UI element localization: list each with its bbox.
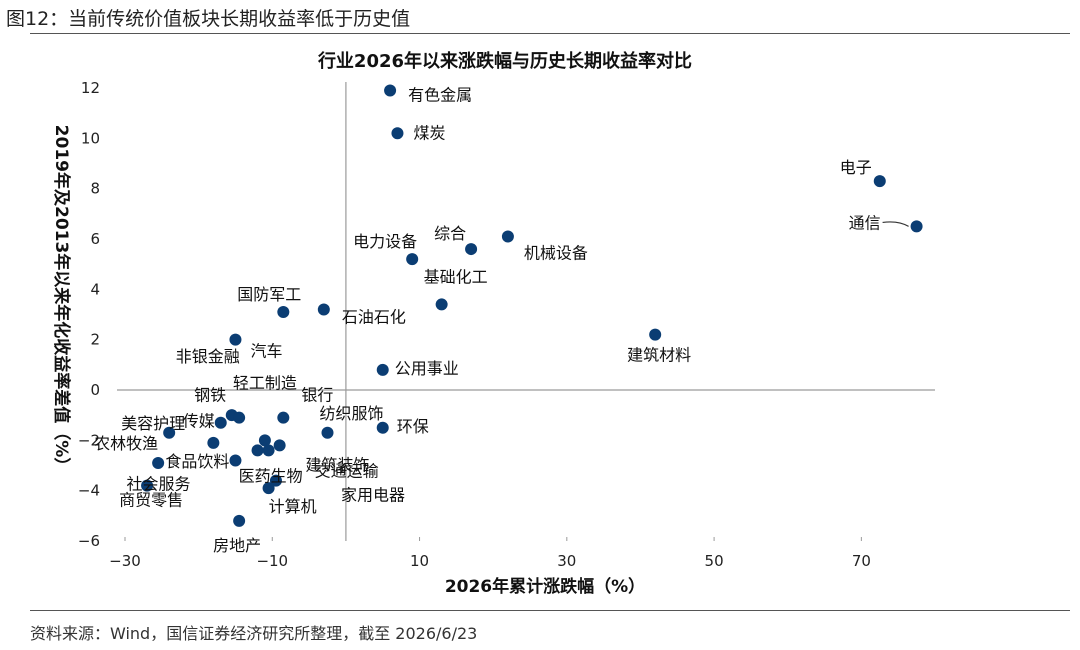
point-label: 综合 xyxy=(434,224,466,243)
point-label: 纺织服饰 xyxy=(320,404,384,423)
y-tick-label: 10 xyxy=(81,129,100,147)
point-label: 公用事业 xyxy=(395,359,459,378)
point-label: 非银金融 xyxy=(176,347,240,366)
point-银行 xyxy=(277,411,290,424)
point-环保 xyxy=(376,421,389,434)
point-label: 机械设备 xyxy=(524,243,588,262)
y-tick-label: 4 xyxy=(90,280,100,298)
axes-layer: −30 −10 10 30 50 70 −6 −4 −2 0 2 4 6 8 10 12 xyxy=(78,79,935,570)
y-tick-label: 6 xyxy=(90,230,100,248)
point-label: 有色金属 xyxy=(408,86,472,105)
x-axis-title: 2026年累计涨跌幅（%） xyxy=(445,576,645,597)
x-tick-label: −10 xyxy=(256,552,288,570)
point-label: 食品饮料 xyxy=(165,452,229,471)
source-note: 资料来源：Wind，国信证券经济研究所整理，截至 2026/6/23 xyxy=(30,624,478,643)
point-钢铁 xyxy=(233,411,246,424)
point-label: 传媒 xyxy=(183,412,215,431)
point-label: 交通运输 xyxy=(315,461,379,480)
point-美容护理 xyxy=(163,426,176,439)
y-tick-label: 2 xyxy=(90,331,100,349)
point-label: 建筑材料 xyxy=(627,346,691,365)
point-label: 医药生物 xyxy=(239,466,303,485)
point-交通运输 xyxy=(273,439,286,452)
point-国防军工 xyxy=(277,305,290,318)
y-tick-label: 0 xyxy=(90,381,100,399)
point-label: 环保 xyxy=(397,417,429,436)
bottom-rule xyxy=(30,610,1070,611)
point-医药生物 xyxy=(262,444,275,457)
point-label: 家用电器 xyxy=(341,486,405,505)
point-label: 通信 xyxy=(849,213,881,232)
points-layer xyxy=(141,84,923,527)
point-有色金属 xyxy=(384,84,397,97)
point-公用事业 xyxy=(376,363,389,376)
top-rule xyxy=(30,33,1070,34)
figure-caption: 图12：当前传统价值板块长期收益率低于历史值 xyxy=(6,8,411,30)
point-社会服务 xyxy=(229,454,242,467)
point-label: 汽车 xyxy=(250,342,282,361)
point-计算机 xyxy=(262,482,275,495)
y-tick-label: 12 xyxy=(81,79,100,97)
point-label: 煤炭 xyxy=(413,123,445,142)
point-label: 房地产 xyxy=(213,536,261,555)
point-电子 xyxy=(873,175,886,188)
point-label: 银行 xyxy=(301,386,333,405)
x-tick-label: 30 xyxy=(557,552,576,570)
x-tick-label: −30 xyxy=(109,552,141,570)
point-通信 xyxy=(910,220,923,233)
chart-title: 行业2026年以来涨跌幅与历史长期收益率对比 xyxy=(317,50,692,72)
point-家用电器 xyxy=(269,474,282,487)
point-汽车 xyxy=(229,333,242,346)
point-label: 社会服务 xyxy=(126,474,190,493)
point-机械设备 xyxy=(501,230,514,243)
point-煤炭 xyxy=(391,127,404,140)
point-label: 国防军工 xyxy=(237,285,301,304)
point-纺织服饰 xyxy=(321,426,334,439)
point-label: 美容护理 xyxy=(121,414,185,433)
point-label: 石油石化 xyxy=(342,307,406,326)
point-label: 电力设备 xyxy=(353,232,417,251)
point-建筑装饰 xyxy=(251,444,264,457)
y-tick-label: −2 xyxy=(78,431,100,449)
point-label: 钢铁 xyxy=(194,386,226,405)
y-tick-label: −4 xyxy=(78,482,100,500)
point-传媒 xyxy=(214,416,227,429)
point-食品饮料 xyxy=(207,436,220,449)
point-房地产 xyxy=(233,514,246,527)
point-label: 建筑装饰 xyxy=(306,455,370,474)
point-label: 计算机 xyxy=(269,497,317,516)
point-label: 商贸零售 xyxy=(119,491,183,510)
y-tick-label: 8 xyxy=(90,180,100,198)
x-tick-label: 50 xyxy=(705,552,724,570)
y-axis-title: 2019年及2013年以来年化收益率差值（%） xyxy=(51,125,72,475)
point-商贸零售 xyxy=(141,479,154,492)
point-label: 轻工制造 xyxy=(233,373,297,392)
y-tick-label: −6 xyxy=(78,532,100,550)
point-label: 农林牧渔 xyxy=(94,434,158,453)
leader-line xyxy=(882,221,909,227)
point-农林牧渔 xyxy=(152,456,165,469)
point-基础化工 xyxy=(435,298,448,311)
point-建筑材料 xyxy=(649,328,662,341)
point-石油石化 xyxy=(317,303,330,316)
x-tick-label: 70 xyxy=(852,552,871,570)
scatter-chart: 行业2026年以来涨跌幅与历史长期收益率对比 −30 −10 10 30 50 70−6−… xyxy=(51,50,935,597)
point-电力设备 xyxy=(406,253,419,266)
point-综合 xyxy=(465,243,478,256)
point-轻工制造 xyxy=(258,434,271,447)
x-tick-label: 10 xyxy=(410,552,429,570)
point-label: 电子 xyxy=(840,158,872,177)
point-label: 基础化工 xyxy=(424,267,488,286)
